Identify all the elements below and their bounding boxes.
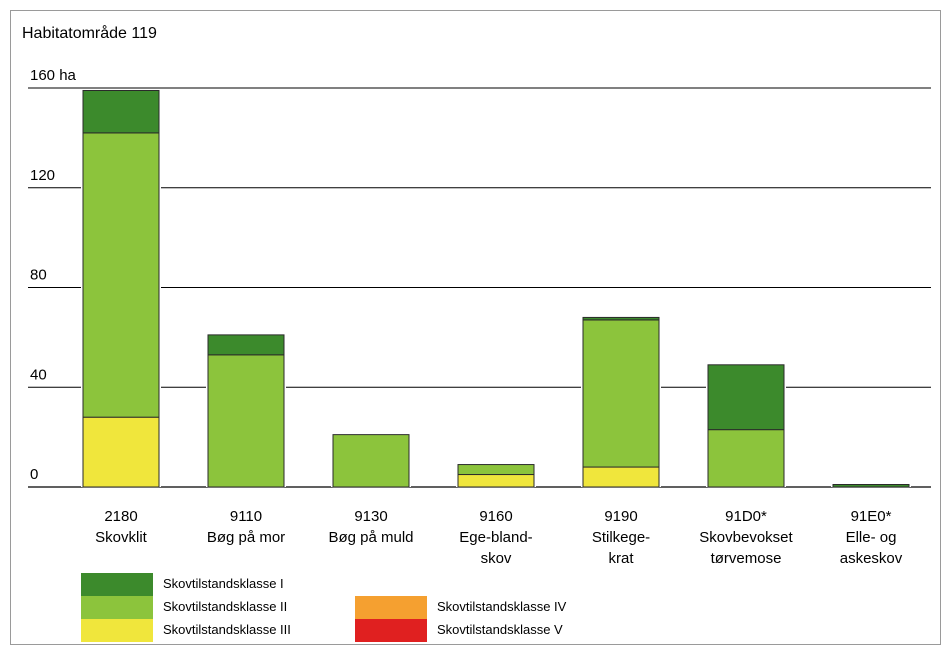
category-code: 9110	[230, 508, 262, 525]
category-name: krat	[608, 550, 634, 567]
category-name: Elle- og	[846, 529, 897, 546]
legend-label: Skovtilstandsklasse II	[163, 599, 287, 614]
y-tick-label: 80	[30, 267, 47, 284]
y-tick-label: 120	[30, 167, 55, 184]
bars	[81, 89, 911, 488]
category-code: 2180	[104, 508, 137, 525]
legend-item: Skovtilstandsklasse V	[355, 619, 563, 642]
category-label-9130: 9130 Bøg på muld	[328, 508, 413, 546]
legend-swatch	[81, 619, 153, 642]
bar-stack-91E0*	[831, 483, 911, 488]
x-axis-categories: 2180 Skovklit 9110 Bøg på mor 9130 Bøg på mul…	[95, 508, 903, 567]
category-label-9190: 9190 Stilkege-krat	[592, 508, 650, 567]
category-code: 91D0*	[725, 508, 767, 525]
bar-segment	[582, 466, 660, 488]
bar-segment	[707, 429, 785, 488]
y-axis-ticks: 0 40 80 120 160 ha	[30, 67, 77, 483]
category-code: 91E0*	[851, 508, 892, 525]
category-code: 9190	[604, 508, 637, 525]
bar-segment	[582, 316, 660, 321]
legend-label: Skovtilstandsklasse V	[437, 622, 563, 637]
category-code: 9130	[354, 508, 387, 525]
y-tick-label: 0	[30, 466, 38, 483]
category-name: Ege-bland-	[459, 529, 532, 546]
legend-label: Skovtilstandsklasse III	[163, 622, 291, 637]
bar-segment	[707, 364, 785, 431]
category-name: Bøg på muld	[328, 529, 413, 546]
legend-swatch	[81, 596, 153, 619]
category-label-2180: 2180 Skovklit	[95, 508, 148, 546]
bar-segment	[82, 132, 160, 418]
bar-segment	[582, 319, 660, 468]
category-label-9110: 9110 Bøg på mor	[207, 508, 285, 546]
bar-segment	[82, 89, 160, 134]
legend-swatch	[355, 596, 427, 619]
bar-segment	[82, 416, 160, 488]
legend-item: Skovtilstandsklasse I	[81, 573, 284, 596]
y-tick-label: 160 ha	[30, 67, 77, 84]
chart-frame	[10, 10, 941, 645]
legend: Skovtilstandsklasse I Skovtilstandsklasse…	[81, 573, 567, 642]
category-label-9160: 9160 Ege-bland-skov	[459, 508, 532, 567]
legend-swatch	[81, 573, 153, 596]
bar-segment	[332, 434, 410, 488]
bar-segment	[832, 484, 910, 488]
chart-title: Habitatområde 119	[22, 24, 157, 42]
category-name: Skovklit	[95, 529, 148, 546]
bar-segment	[207, 334, 285, 356]
category-name: skov	[481, 550, 512, 567]
bar-stack-9190	[581, 316, 661, 488]
bar-stack-2180	[81, 89, 161, 488]
category-label-91E0*: 91E0* Elle- og askeskov	[840, 508, 903, 567]
bar-segment	[457, 464, 535, 476]
legend-item: Skovtilstandsklasse II	[81, 596, 287, 619]
bar-stack-91D0*	[706, 363, 786, 488]
legend-label: Skovtilstandsklasse I	[163, 576, 284, 591]
legend-item: Skovtilstandsklasse III	[81, 619, 291, 642]
category-name: Skovbevokset	[699, 529, 793, 546]
legend-swatch	[355, 619, 427, 642]
bar-segment	[457, 474, 535, 488]
category-code: 9160	[479, 508, 512, 525]
y-tick-label: 40	[30, 366, 47, 383]
bar-stack-9130	[331, 433, 411, 488]
bar-segment	[207, 354, 285, 488]
category-name: Bøg på mor	[207, 529, 285, 546]
bar-stack-9160	[456, 463, 536, 488]
category-label-91D0*: 91D0* Skovbevokset tørvemose	[699, 508, 793, 567]
category-name: askeskov	[840, 550, 903, 567]
bar-stack-9110	[206, 333, 286, 488]
legend-item: Skovtilstandsklasse IV	[355, 596, 567, 619]
legend-label: Skovtilstandsklasse IV	[437, 599, 567, 614]
gridlines	[28, 87, 931, 488]
category-name: tørvemose	[711, 550, 782, 567]
category-name: Stilkege-	[592, 529, 650, 546]
